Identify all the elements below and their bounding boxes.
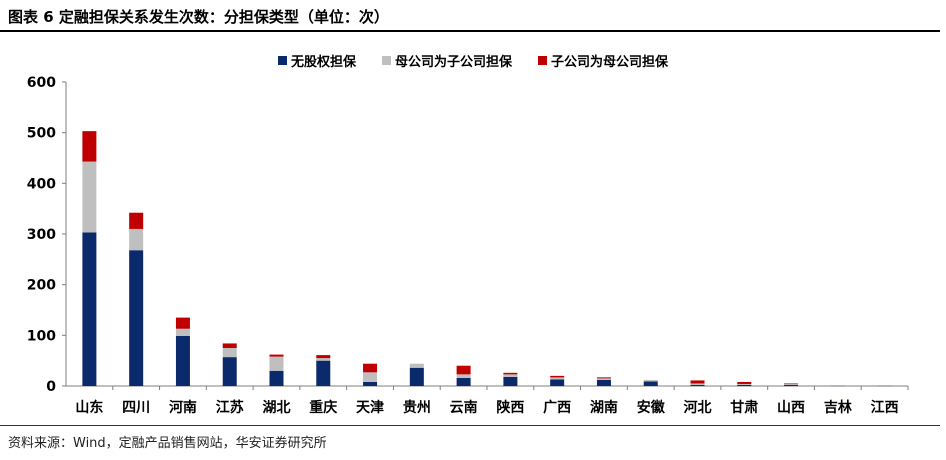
bar-segment-1 [363, 381, 378, 386]
legend-item-series-3: 子公司为母公司担保 [538, 51, 668, 70]
bar-segment-3 [316, 355, 331, 359]
bar-segment-1 [175, 335, 190, 386]
bar-segment-3 [82, 131, 97, 162]
x-tick-label: 陕西 [496, 399, 524, 416]
x-tick-label: 湖南 [590, 399, 618, 416]
x-tick-label: 广西 [543, 399, 571, 416]
bar-segment-1 [784, 384, 799, 386]
x-tick-label: 天津 [356, 399, 384, 416]
bar-segment-2 [269, 356, 284, 371]
x-tick-label: 甘肃 [730, 399, 758, 416]
x-tick-label: 河南 [169, 399, 197, 416]
legend-label-series-3: 子公司为母公司担保 [551, 55, 669, 70]
y-tick-label: 400 [27, 176, 56, 192]
bar-segment-3 [269, 354, 284, 357]
bar-segment-1 [503, 376, 518, 386]
x-tick-label: 吉林 [824, 399, 852, 416]
stacked-bar-chart: 0 100 200 300 400 500 600 山东 四川 河南 江苏 湖北 重庆 天津 贵州 云南 陕西 广… [27, 75, 909, 416]
source-note: 资料来源：Wind，定融产品销售网站，华安证券研究所 [8, 436, 327, 451]
bar-segment-2 [737, 383, 752, 385]
y-tick-label: 500 [27, 126, 56, 142]
bar-segment-1 [550, 379, 565, 386]
x-tick-label: 江西 [871, 399, 899, 416]
y-tick-label: 200 [27, 278, 56, 294]
bar-segment-2 [690, 383, 705, 385]
bar-segment-2 [456, 374, 471, 378]
legend-swatch-series-1 [277, 56, 287, 65]
bar-segment-1 [82, 232, 97, 386]
legend-item-series-2: 母公司为子公司担保 [381, 51, 512, 70]
bar-segment-1 [269, 370, 284, 386]
x-tick-label: 山西 [777, 400, 805, 416]
bar-segment-2 [643, 379, 658, 382]
bar-segment-1 [737, 384, 752, 386]
bar-segment-1 [129, 250, 144, 386]
bar-segment-2 [784, 383, 799, 385]
y-tick-label: 100 [27, 328, 56, 344]
bar-segment-1 [316, 360, 331, 386]
x-tick-label: 山东 [75, 399, 103, 416]
x-tick-label: 重庆 [309, 399, 337, 416]
bar-segment-3 [550, 375, 565, 378]
legend-item-series-1: 无股权担保 [277, 51, 356, 70]
bar-segment-2 [596, 378, 611, 380]
x-tick-label: 江苏 [216, 399, 244, 416]
y-tick-label: 300 [27, 227, 56, 243]
legend-label-series-1: 无股权担保 [290, 55, 356, 70]
bar-segment-3 [222, 343, 237, 348]
y-tick-label: 600 [27, 75, 56, 91]
bar-segment-2 [409, 363, 424, 368]
bar-segment-2 [550, 377, 565, 380]
x-tick-label: 河北 [684, 399, 712, 416]
title-divider [0, 30, 940, 32]
x-tick-label: 湖北 [263, 400, 291, 416]
figure-title: 图表 6 定融担保关系发生次数：分担保类型（单位：次） [8, 8, 389, 26]
bar-segment-1 [643, 381, 658, 386]
bar-segment-3 [690, 380, 705, 384]
bar-segment-3 [784, 383, 799, 385]
x-tick-label: 贵州 [403, 399, 431, 416]
bar-segment-2 [316, 358, 331, 361]
y-tick-label: 0 [46, 379, 56, 395]
chart-legend: 无股权担保 母公司为子公司担保 子公司为母公司担保 [0, 51, 946, 70]
bar-segment-1 [222, 357, 237, 386]
bar-segment-2 [82, 161, 97, 233]
bar-segment-2 [830, 385, 845, 386]
bar-segment-3 [175, 317, 190, 329]
bar-segment-2 [877, 385, 892, 386]
bar-segment-3 [129, 212, 144, 229]
x-tick-label: 安徽 [637, 399, 666, 416]
bar-segment-2 [222, 348, 237, 358]
bar-segment-3 [456, 365, 471, 375]
bar-segment-2 [503, 374, 518, 377]
legend-swatch-series-2 [381, 56, 391, 65]
bar-segment-1 [690, 384, 705, 386]
bar-segment-1 [596, 379, 611, 386]
bar-segment-1 [409, 367, 424, 386]
bar-segment-3 [596, 377, 611, 379]
bar-segment-1 [456, 377, 471, 386]
bar-segment-2 [129, 228, 144, 251]
bar-segment-2 [175, 328, 190, 336]
footer-divider [0, 425, 940, 426]
legend-label-series-2: 母公司为子公司担保 [394, 55, 512, 70]
bar-segment-2 [363, 372, 378, 382]
bar-segment-3 [737, 381, 752, 384]
bar-segment-3 [503, 372, 518, 375]
x-tick-label: 云南 [450, 399, 478, 416]
x-tick-label: 四川 [122, 400, 150, 416]
bar-segment-3 [363, 363, 378, 373]
legend-swatch-series-3 [538, 56, 547, 65]
